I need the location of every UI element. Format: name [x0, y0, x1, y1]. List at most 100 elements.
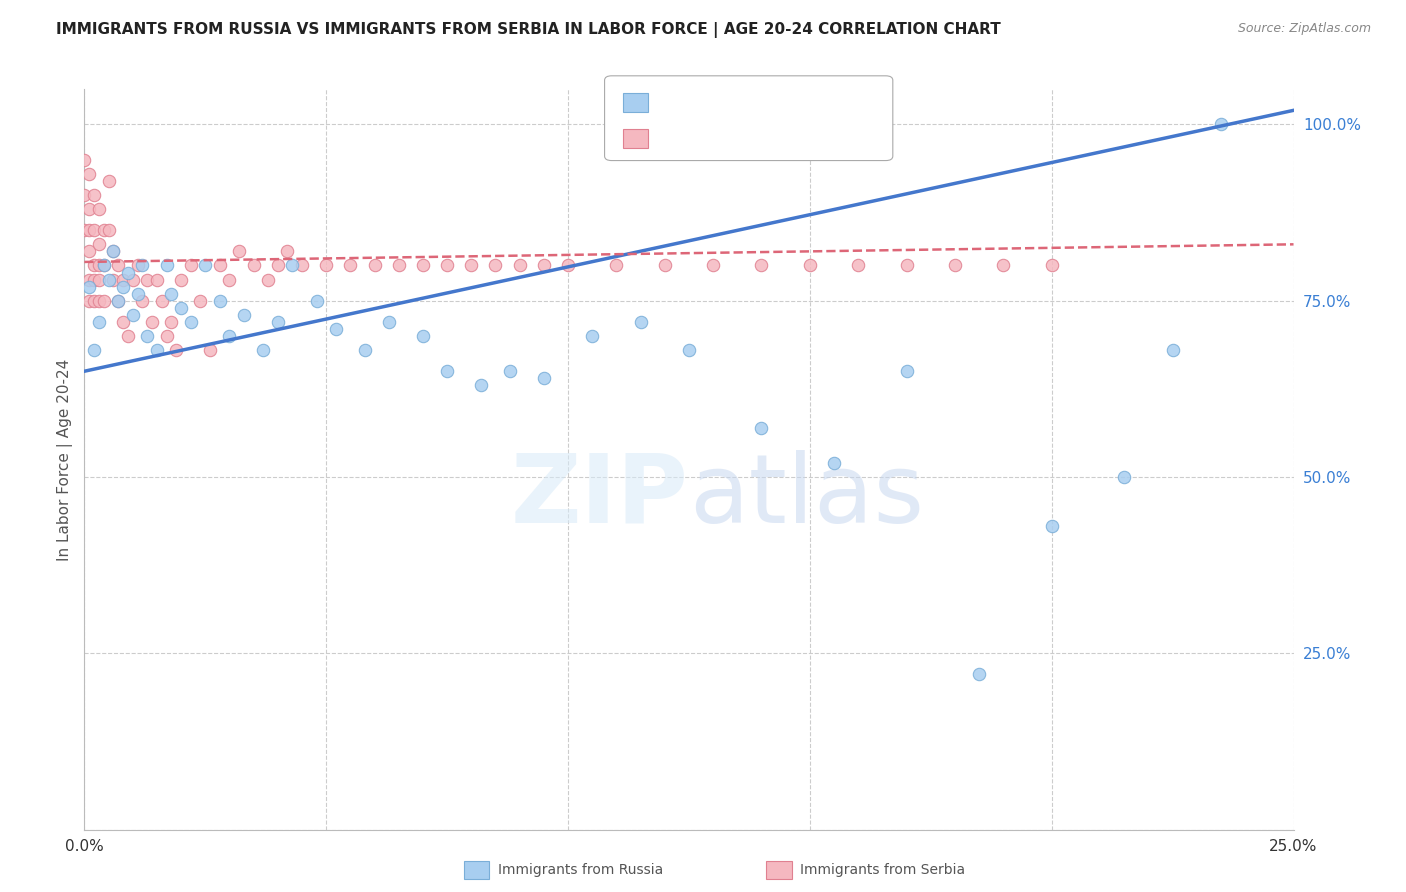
Point: [208, 259, 231, 273]
Point: [83, 343, 105, 357]
Point: [363, 259, 385, 273]
Text: Source: ZipAtlas.com: Source: ZipAtlas.com: [1237, 22, 1371, 36]
Point: [83, 188, 105, 202]
Point: [339, 259, 361, 273]
Point: [107, 293, 129, 308]
Point: [267, 315, 290, 329]
Point: [228, 244, 250, 259]
Point: [136, 272, 159, 286]
Point: [678, 343, 700, 357]
Point: [470, 378, 492, 392]
Point: [484, 259, 506, 273]
Point: [87, 272, 110, 286]
Text: 0.460: 0.460: [690, 94, 738, 109]
Point: [150, 293, 173, 308]
Point: [267, 259, 290, 273]
Point: [117, 266, 139, 280]
Point: [533, 259, 555, 273]
Point: [127, 259, 149, 273]
Point: [281, 259, 304, 273]
Point: [87, 237, 110, 252]
Text: atlas: atlas: [689, 450, 924, 543]
Text: 0.015: 0.015: [690, 129, 738, 145]
Text: N =: N =: [755, 94, 799, 109]
Text: R =: R =: [659, 129, 693, 145]
Point: [87, 315, 110, 329]
Text: R =: R =: [659, 94, 693, 109]
Point: [77, 272, 100, 286]
Point: [97, 174, 120, 188]
Point: [460, 259, 482, 273]
Point: [252, 343, 274, 357]
Point: [87, 293, 110, 308]
Point: [121, 272, 143, 286]
Point: [276, 244, 298, 259]
Point: [83, 223, 105, 237]
Point: [702, 259, 724, 273]
Point: [198, 343, 221, 357]
Point: [378, 315, 401, 329]
Point: [233, 308, 256, 322]
Point: [136, 329, 159, 343]
Point: [97, 223, 120, 237]
Point: [896, 259, 918, 273]
Point: [170, 272, 193, 286]
Point: [77, 244, 100, 259]
Point: [87, 259, 110, 273]
Point: [83, 272, 105, 286]
Point: [146, 272, 169, 286]
Point: [97, 272, 120, 286]
Point: [160, 315, 183, 329]
Point: [388, 259, 411, 273]
Point: [160, 286, 183, 301]
Point: [751, 259, 773, 273]
Y-axis label: In Labor Force | Age 20-24: In Labor Force | Age 20-24: [58, 359, 73, 560]
Point: [823, 456, 845, 470]
Point: [1040, 519, 1063, 533]
Point: [1161, 343, 1184, 357]
Text: 45: 45: [807, 94, 828, 109]
Point: [93, 259, 115, 273]
Point: [180, 259, 202, 273]
Point: [77, 167, 100, 181]
Point: [412, 259, 434, 273]
Point: [993, 259, 1015, 273]
Point: [103, 244, 125, 259]
Text: IMMIGRANTS FROM RUSSIA VS IMMIGRANTS FROM SERBIA IN LABOR FORCE | AGE 20-24 CORR: IMMIGRANTS FROM RUSSIA VS IMMIGRANTS FRO…: [56, 22, 1001, 38]
Point: [509, 259, 531, 273]
Point: [83, 259, 105, 273]
Point: [141, 315, 163, 329]
Point: [325, 322, 347, 336]
Point: [1209, 118, 1232, 132]
Point: [131, 293, 153, 308]
Text: N =: N =: [755, 129, 799, 145]
Point: [112, 315, 135, 329]
Point: [103, 272, 125, 286]
Point: [77, 293, 100, 308]
Point: [846, 259, 869, 273]
Point: [107, 259, 129, 273]
Point: [896, 364, 918, 378]
Point: [131, 259, 153, 273]
Point: [799, 259, 821, 273]
Point: [242, 259, 264, 273]
Point: [112, 272, 135, 286]
Point: [943, 259, 966, 273]
Point: [77, 223, 100, 237]
Point: [73, 188, 96, 202]
Point: [121, 308, 143, 322]
Point: [557, 259, 579, 273]
Point: [73, 223, 96, 237]
Point: [87, 202, 110, 216]
Point: [77, 202, 100, 216]
Point: [208, 293, 231, 308]
Point: [581, 329, 603, 343]
Point: [315, 259, 337, 273]
Point: [112, 279, 135, 293]
Point: [107, 293, 129, 308]
Point: [630, 315, 652, 329]
Point: [605, 259, 627, 273]
Point: [436, 364, 458, 378]
Point: [436, 259, 458, 273]
Point: [73, 153, 96, 167]
